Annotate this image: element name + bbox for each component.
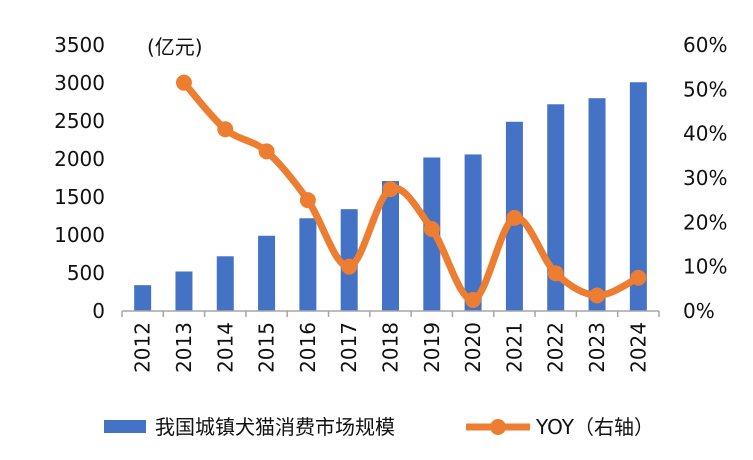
left-axis-tick-label: 500	[67, 261, 105, 285]
right-axis-tick-label: 40%	[683, 122, 727, 146]
x-axis-tick-label: 2013	[172, 322, 196, 373]
right-axis-ticks: 0% 10% 20% 30% 40% 50% 60%	[683, 33, 727, 323]
yoy-point	[299, 192, 316, 209]
x-axis-tick-marks	[121, 311, 660, 317]
bar	[588, 98, 606, 311]
x-axis-tick-label: 2017	[337, 322, 361, 373]
left-axis-tick-label: 2500	[54, 109, 105, 133]
bar-series	[134, 82, 647, 312]
yoy-point	[506, 209, 523, 226]
left-axis-tick-label: 0	[92, 299, 105, 323]
right-axis-tick-label: 60%	[683, 33, 727, 57]
x-axis-tick-label: 2019	[420, 322, 444, 373]
yoy-point	[382, 181, 399, 198]
x-axis-tick-label: 2015	[255, 322, 279, 373]
right-axis-tick-label: 30%	[683, 166, 727, 190]
left-axis-tick-label: 1500	[54, 185, 105, 209]
legend-line-label: YOY（右轴）	[535, 415, 654, 439]
x-axis-tick-label: 2014	[213, 322, 237, 373]
left-axis-ticks: 0 500 1000 1500 2000 2500 3000 3500	[54, 33, 105, 323]
yoy-point	[630, 269, 647, 286]
yoy-points	[175, 74, 647, 308]
yoy-point	[175, 74, 192, 91]
left-axis-tick-label: 3000	[54, 71, 105, 95]
left-axis-tick-label: 2000	[54, 147, 105, 171]
yoy-point	[423, 220, 440, 237]
left-axis-tick-label: 3500	[54, 33, 105, 57]
left-axis-tick-label: 1000	[54, 223, 105, 247]
yoy-point	[465, 291, 482, 308]
legend-line-marker	[490, 419, 506, 435]
bar	[547, 104, 565, 311]
legend-bar-swatch	[104, 420, 146, 433]
yoy-point	[258, 143, 275, 160]
left-axis-unit-label: (亿元)	[147, 35, 203, 59]
bar	[216, 256, 234, 311]
x-axis-labels: 2012 2013 2014 2015 2016 2017 2018 2019 2020 2021…	[131, 322, 651, 373]
yoy-point	[217, 121, 234, 138]
yoy-point	[547, 265, 564, 282]
bar	[382, 181, 399, 311]
x-axis-tick-label: 2012	[131, 322, 155, 373]
right-axis-tick-label: 10%	[683, 255, 727, 279]
right-axis-tick-label: 50%	[683, 77, 727, 101]
bar	[258, 235, 276, 311]
bar	[464, 154, 482, 311]
legend-bar-label: 我国城镇犬猫消费市场规模	[155, 415, 395, 439]
x-axis-tick-label: 2020	[461, 322, 485, 373]
right-axis-tick-label: 0%	[683, 299, 715, 323]
bar	[629, 82, 647, 312]
bar	[299, 218, 317, 311]
x-axis-tick-label: 2024	[626, 322, 650, 373]
yoy-point	[341, 258, 358, 275]
x-axis-tick-label: 2023	[585, 322, 609, 373]
x-axis-tick-label: 2016	[296, 322, 320, 373]
yoy-point	[589, 287, 606, 304]
right-axis-tick-label: 20%	[683, 210, 727, 234]
x-axis-tick-label: 2021	[502, 322, 526, 373]
x-axis-tick-label: 2018	[379, 322, 403, 373]
bar	[175, 271, 193, 311]
bar	[134, 285, 152, 311]
yoy-line	[180, 79, 642, 304]
legend: 我国城镇犬猫消费市场规模 YOY（右轴）	[104, 415, 654, 439]
x-axis-tick-label: 2022	[544, 322, 568, 373]
